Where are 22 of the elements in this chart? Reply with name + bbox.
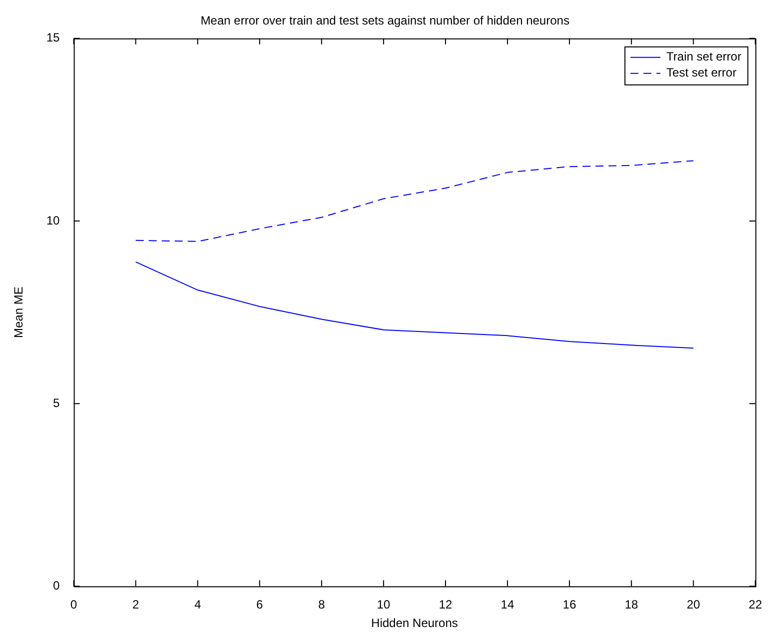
- x-tick-label: 12: [438, 598, 453, 612]
- x-tick-label: 14: [500, 598, 514, 612]
- y-tick-label: 0: [53, 578, 60, 593]
- x-tick-label: 10: [376, 598, 391, 612]
- x-tick-label: 6: [256, 598, 264, 612]
- y-axis-title: Mean ME: [12, 286, 26, 338]
- x-tick-label: 4: [194, 598, 202, 612]
- line-series: [135, 160, 694, 242]
- x-tick-label: 8: [318, 598, 326, 612]
- x-tick-label: 16: [562, 598, 576, 612]
- y-tick-label: 15: [46, 30, 60, 45]
- chart-title: Mean error over train and test sets against number of hidden neurons: [200, 14, 570, 28]
- x-axis-title: Hidden Neurons: [371, 616, 458, 630]
- x-tick-label: 18: [624, 598, 638, 612]
- x-tick-label: 20: [686, 598, 700, 612]
- x-tick-label: 2: [132, 598, 140, 612]
- legend-label: Test set error: [666, 66, 736, 80]
- x-tick-label: 22: [748, 598, 762, 612]
- y-tick-label: 10: [46, 213, 60, 228]
- legend-label: Train set error: [666, 50, 742, 64]
- x-tick-label: 0: [70, 598, 78, 612]
- y-tick-label: 5: [53, 396, 60, 410]
